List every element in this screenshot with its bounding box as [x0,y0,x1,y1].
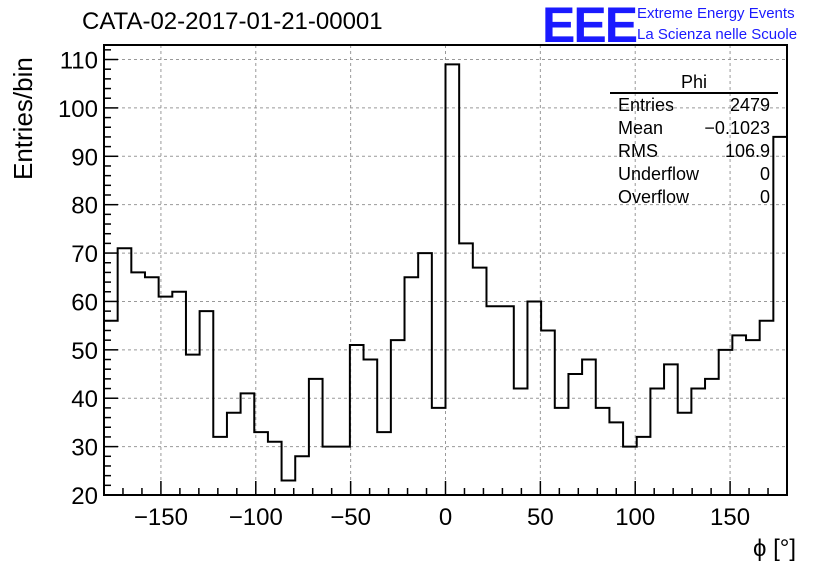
histogram-bin [664,364,678,495]
organization-line-1: Extreme Energy Events [637,5,795,22]
stats-entries-value: 2479 [729,95,770,115]
histogram-bin [678,413,692,495]
histogram-bin [459,243,473,495]
y-tick-label: 90 [71,144,98,171]
histogram-bin [596,408,610,495]
stats-underflow-label: Underflow [618,164,700,184]
histogram-bin [514,389,528,495]
histogram-bin [268,442,282,495]
histogram-bin [582,360,596,495]
x-tick-label: 50 [527,504,554,531]
x-tick-label: −100 [229,504,283,531]
histogram-bin [732,335,746,495]
histogram-bin [432,408,446,495]
histogram-bin [568,374,582,495]
histogram-bin [691,389,705,495]
histogram-bin [609,422,623,495]
histogram-bins [104,63,787,495]
y-tick-label: 70 [71,241,98,268]
y-tick-label: 110 [60,48,98,75]
stats-overflow-label: Overflow [618,187,690,207]
stats-mean-label: Mean [618,118,664,138]
y-tick-label: 40 [71,386,98,413]
histogram-bin [527,301,541,495]
x-tick-label: −150 [134,504,188,531]
ticks: −150 −100 −50 0 50 100 150 20 30 40 50 60 70 80 90 100 1… [58,48,788,531]
stats-rms-label: RMS [618,141,658,161]
stats-overflow-value: 0 [759,187,770,207]
y-tick-label: 100 [58,96,98,123]
y-tick-label: 60 [71,289,98,316]
x-tick-label: 100 [615,504,655,531]
x-tick-label: 150 [710,504,750,531]
histogram-bin [486,306,500,495]
histogram-bin [309,379,323,495]
histogram-bin [213,437,227,495]
x-axis-label: ϕ [°] [753,535,797,562]
histogram-bin [200,311,214,495]
histogram-bin [746,340,760,495]
histogram-bin [350,345,364,495]
stats-title: Phi [610,72,778,94]
stats-row-underflow: Underflow 0 [610,163,778,186]
histogram-bin [760,321,774,495]
histogram-bin [145,277,159,495]
histogram-bin [364,360,378,495]
chart-title: CATA-02-2017-01-21-00001 [82,8,383,35]
histogram-bin [377,432,391,495]
eee-logo: EEE [542,0,638,53]
stats-box: Phi Entries 2479 Mean −0.1023 RMS 106.9 … [610,72,778,209]
histogram-bin [336,447,350,495]
y-tick-label: 20 [71,483,98,510]
histogram-bin [227,413,241,495]
stats-row-overflow: Overflow 0 [610,186,778,209]
histogram-bin [500,306,514,495]
y-tick-label: 80 [71,193,98,220]
organization-line-2: La Scienza nelle Scuole [637,26,798,43]
y-tick-label: 30 [71,435,98,462]
histogram-bin [637,437,651,495]
histogram-bin [323,447,337,495]
histogram-bin [541,330,555,495]
y-tick-label: 50 [71,338,98,365]
stats-row-rms: RMS 106.9 [610,140,778,163]
histogram-bin [446,64,460,495]
x-tick-label: −50 [330,504,371,531]
histogram-bin [186,355,200,495]
histogram-bin [650,389,664,495]
stats-rms-value: 106.9 [724,141,770,161]
histogram-outline [104,63,787,482]
stats-entries-label: Entries [618,95,675,115]
histogram-bin [555,408,569,495]
stats-mean-value: −0.1023 [704,118,770,138]
x-tick-label: 0 [439,504,452,531]
histogram-bin [391,340,405,495]
histogram-bin [172,292,186,495]
histogram-bin [705,379,719,495]
histogram-bin [295,456,309,495]
y-axis-label: Entries/bin [8,57,38,180]
histogram-bin [241,393,255,495]
histogram-bin [405,277,419,495]
stats-row-mean: Mean −0.1023 [610,117,778,140]
histogram-bin [131,272,145,495]
histogram-bin [118,248,132,495]
histogram-bin [418,253,432,495]
stats-underflow-value: 0 [759,164,770,184]
organization-name: Extreme Energy Events La Scienza nelle S… [637,3,797,45]
stats-row-entries: Entries 2479 [610,94,778,117]
